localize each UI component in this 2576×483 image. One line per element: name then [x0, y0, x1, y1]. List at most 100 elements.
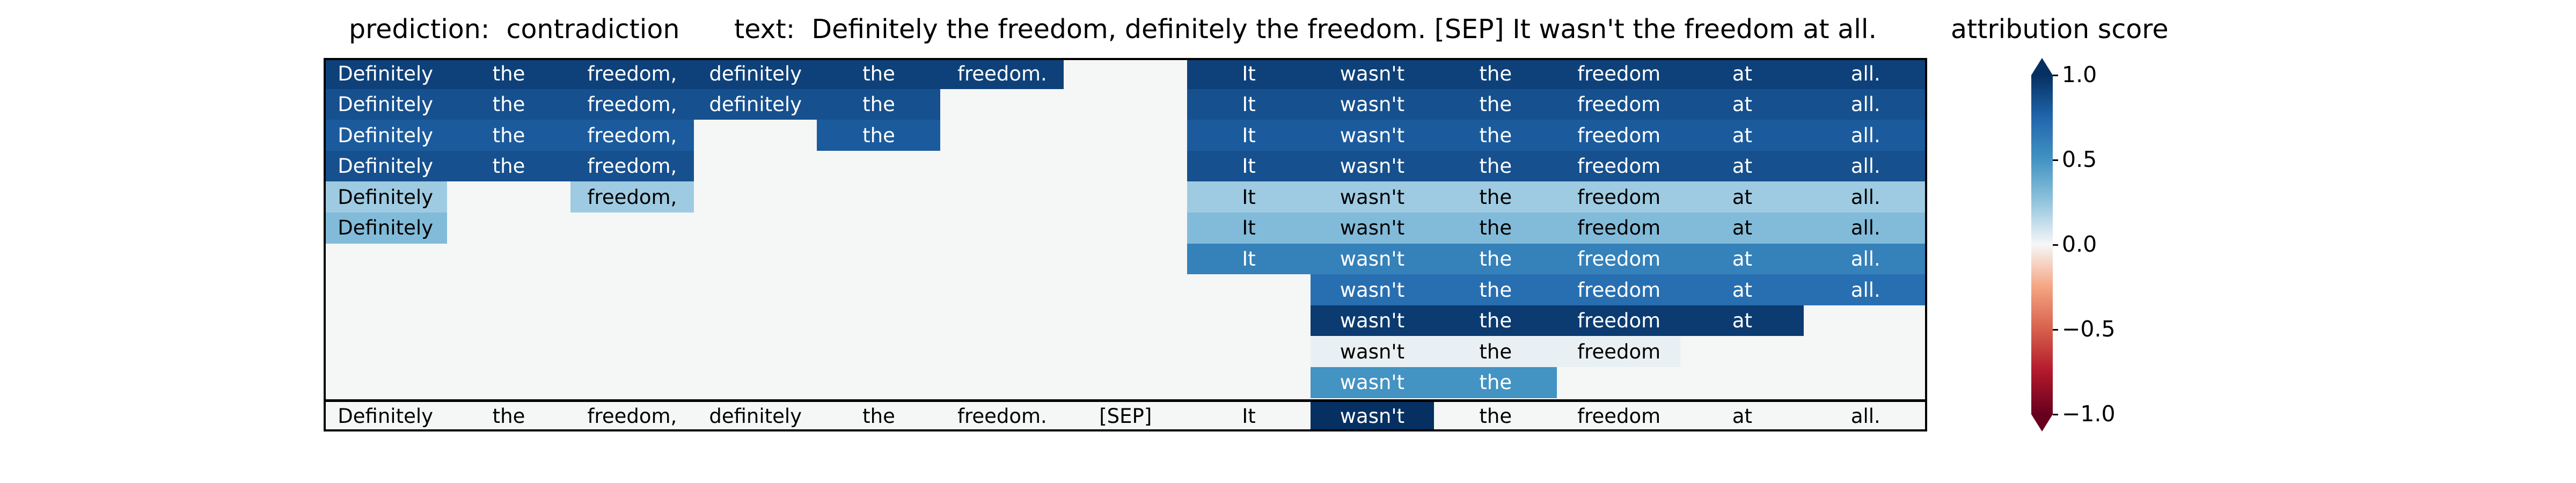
- token-cell: [324, 274, 448, 306]
- full-text-divider: [324, 399, 1927, 402]
- token-cell-fulltext: the: [447, 400, 571, 432]
- token-cell: [1064, 89, 1188, 120]
- token-cell: [1804, 305, 1928, 336]
- token-cell: freedom,: [570, 150, 694, 182]
- colorbar-tick-label: 0.5: [2062, 147, 2097, 172]
- token-cell: at: [1680, 181, 1804, 213]
- token-cell: [940, 150, 1064, 182]
- token-cell-fulltext: the: [1433, 400, 1557, 432]
- token-cell: [447, 336, 571, 368]
- token-cell: freedom: [1557, 305, 1681, 336]
- token-cell: [1064, 120, 1188, 151]
- token-cell: wasn't: [1310, 120, 1435, 151]
- token-cell: [817, 181, 941, 213]
- token-cell: at: [1680, 305, 1804, 336]
- token-cell: It: [1187, 243, 1311, 275]
- token-cell: all.: [1804, 243, 1928, 275]
- token-cell: [817, 305, 941, 336]
- token-cell: wasn't: [1310, 367, 1435, 398]
- token-cell: [693, 212, 817, 244]
- token-cell: [817, 274, 941, 306]
- colorbar-tick-mark: [2053, 159, 2058, 161]
- token-cell: [324, 305, 448, 336]
- token-cell: wasn't: [1310, 150, 1435, 182]
- token-cell: the: [1433, 243, 1557, 275]
- token-cell: all.: [1804, 58, 1928, 90]
- token-cell-fulltext: definitely: [693, 400, 817, 432]
- token-cell: [1064, 336, 1188, 368]
- colorbar-tick-mark: [2053, 329, 2058, 331]
- token-cell: [693, 336, 817, 368]
- token-cell: all.: [1804, 212, 1928, 244]
- token-cell: the: [817, 58, 941, 90]
- token-cell: the: [1433, 181, 1557, 213]
- token-cell: [693, 120, 817, 151]
- token-cell: freedom: [1557, 212, 1681, 244]
- token-cell: freedom,: [570, 181, 694, 213]
- token-cell-fulltext: [SEP]: [1064, 400, 1188, 432]
- token-cell: freedom: [1557, 243, 1681, 275]
- token-cell: Definitely: [324, 58, 448, 90]
- token-cell: at: [1680, 58, 1804, 90]
- token-cell: [817, 243, 941, 275]
- token-cell: the: [817, 120, 941, 151]
- token-cell: [324, 243, 448, 275]
- token-cell: [447, 212, 571, 244]
- token-cell-fulltext: freedom.: [940, 400, 1064, 432]
- prediction-title: prediction: contradiction: [349, 14, 680, 45]
- token-cell: [1064, 274, 1188, 306]
- token-cell-fulltext: Definitely: [324, 400, 448, 432]
- token-cell: Definitely: [324, 120, 448, 151]
- token-cell: Definitely: [324, 181, 448, 213]
- colorbar-tick-label: −1.0: [2062, 401, 2116, 427]
- token-cell: [940, 274, 1064, 306]
- token-cell: [1804, 367, 1928, 398]
- token-cell: [940, 305, 1064, 336]
- colorbar-tick-mark: [2053, 414, 2058, 415]
- token-cell: [447, 367, 571, 398]
- token-cell: freedom,: [570, 58, 694, 90]
- colorbar-tick-label: −0.5: [2062, 316, 2116, 342]
- token-cell: It: [1187, 212, 1311, 244]
- token-cell: [1064, 243, 1188, 275]
- token-cell: freedom.: [940, 58, 1064, 90]
- token-cell: [324, 367, 448, 398]
- token-cell: [940, 212, 1064, 244]
- token-cell: [940, 89, 1064, 120]
- token-cell: [570, 305, 694, 336]
- token-cell: [1064, 150, 1188, 182]
- token-cell: wasn't: [1310, 212, 1435, 244]
- token-cell: [817, 212, 941, 244]
- token-cell: [817, 336, 941, 368]
- token-cell: at: [1680, 120, 1804, 151]
- token-cell: all.: [1804, 120, 1928, 151]
- token-cell: freedom: [1557, 181, 1681, 213]
- token-cell: [570, 243, 694, 275]
- token-cell: the: [817, 89, 941, 120]
- token-cell: [1557, 367, 1681, 398]
- token-cell: [570, 336, 694, 368]
- token-cell: the: [1433, 305, 1557, 336]
- token-cell: freedom: [1557, 274, 1681, 306]
- attribution-heatmap: Definitely the freedom, definitely the freedo…: [324, 58, 1928, 432]
- token-cell: wasn't: [1310, 243, 1435, 275]
- token-cell: [570, 367, 694, 398]
- token-cell: [1804, 336, 1928, 368]
- token-cell: freedom,: [570, 120, 694, 151]
- token-cell: wasn't: [1310, 58, 1435, 90]
- token-cell: wasn't: [1310, 181, 1435, 213]
- token-cell: [1680, 336, 1804, 368]
- token-cell: It: [1187, 181, 1311, 213]
- token-cell: the: [447, 120, 571, 151]
- token-cell: the: [1433, 274, 1557, 306]
- token-cell: [447, 305, 571, 336]
- token-cell: freedom: [1557, 150, 1681, 182]
- token-cell: definitely: [693, 89, 817, 120]
- token-cell-fulltext: freedom: [1557, 400, 1681, 432]
- token-cell: the: [447, 150, 571, 182]
- token-cell: [817, 150, 941, 182]
- token-cell: [1680, 367, 1804, 398]
- token-cell: all.: [1804, 274, 1928, 306]
- token-cell: freedom: [1557, 120, 1681, 151]
